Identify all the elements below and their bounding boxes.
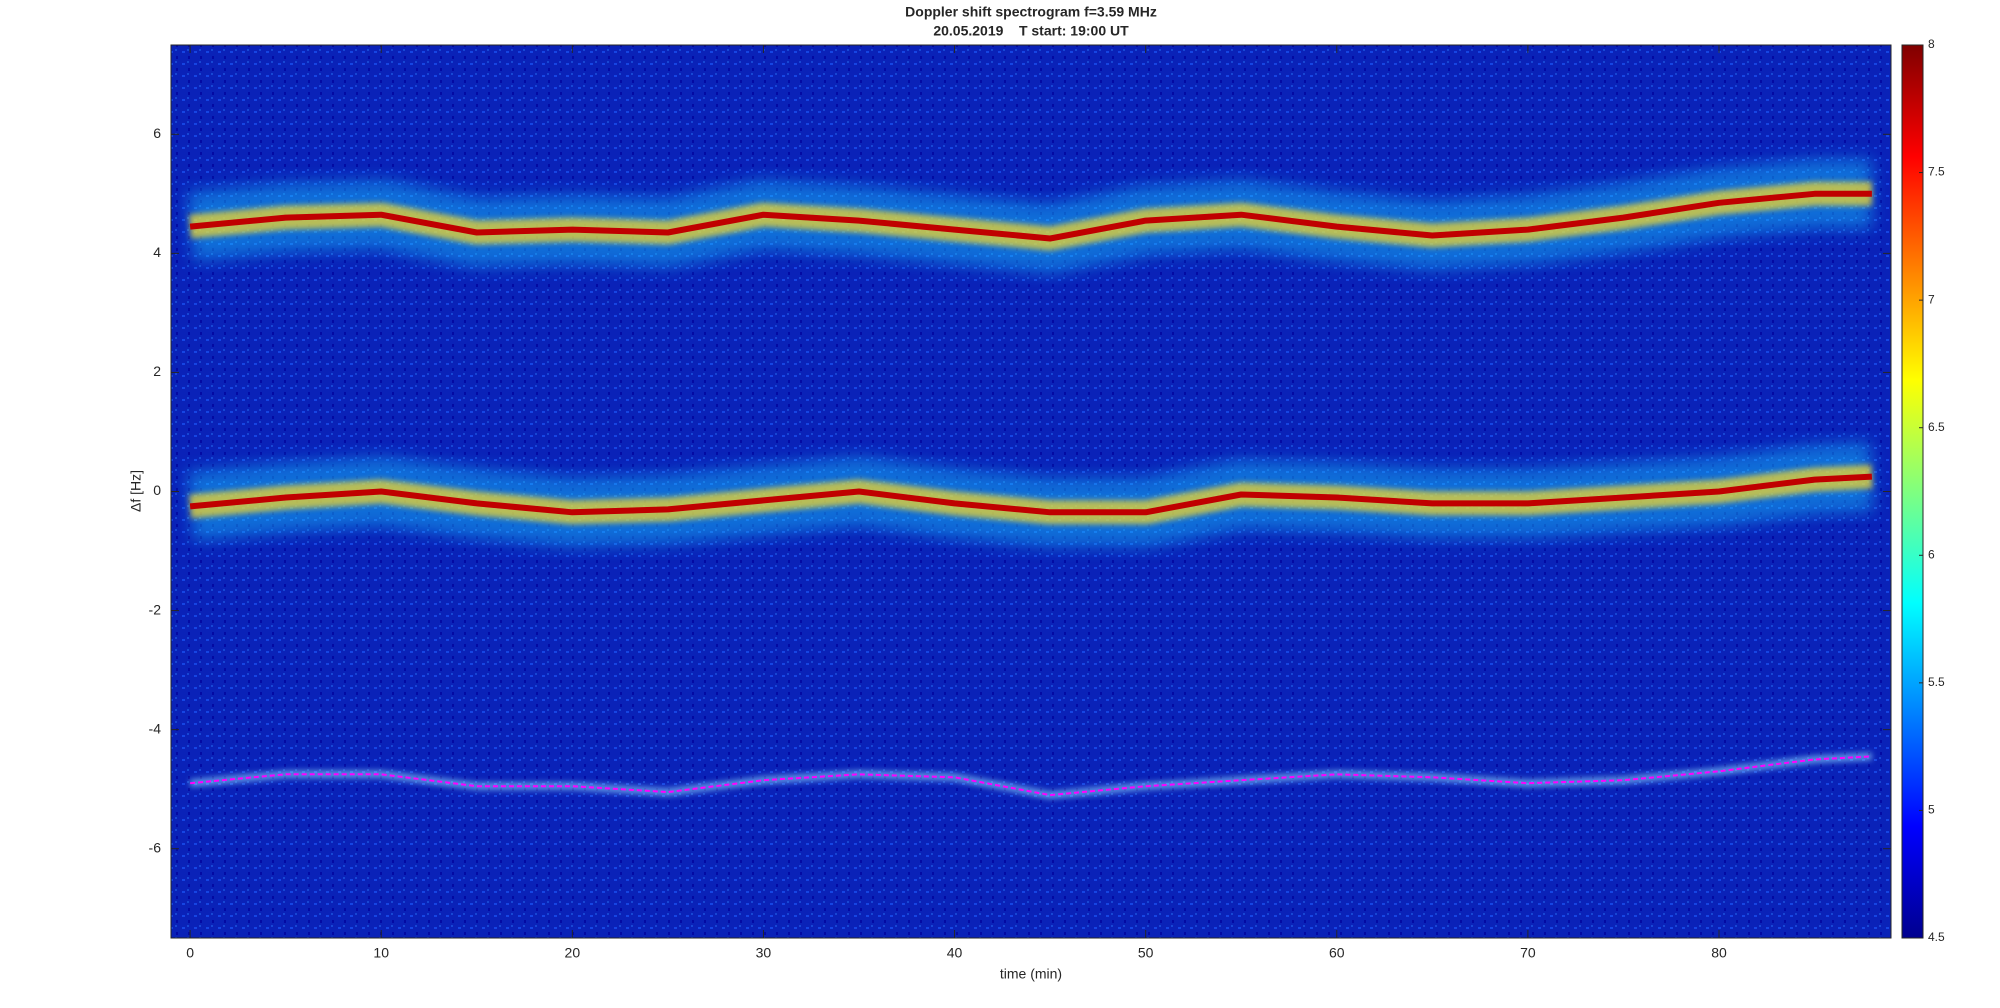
x-tick-label: 30 <box>756 945 772 961</box>
colorbar-tick-label: 7.5 <box>1928 165 1945 179</box>
x-tick-label: 70 <box>1520 945 1536 961</box>
colorbar-tick-label: 6 <box>1928 547 1935 561</box>
y-axis-label: Δf [Hz] <box>128 470 144 512</box>
x-tick-label: 40 <box>947 945 963 961</box>
traces <box>186 158 1874 800</box>
x-axis-label: time (min) <box>1000 966 1062 982</box>
y-tick-label: -4 <box>149 720 162 736</box>
colorbar-tick-label: 7 <box>1928 292 1935 306</box>
y-tick-label: 2 <box>153 363 161 379</box>
colorbar-tick-label: 5.5 <box>1928 675 1945 689</box>
y-tick-label: -6 <box>149 839 162 855</box>
trace-line <box>189 473 1873 516</box>
colorbar-tick-label: 5 <box>1928 803 1935 817</box>
y-tick-label: 0 <box>153 482 161 498</box>
trace-glow <box>189 752 1873 800</box>
colorbar <box>1901 44 1924 939</box>
chart-title: Doppler shift spectrogram f=3.59 MHz <box>905 4 1157 20</box>
colorbar-tick-label: 8 <box>1928 37 1935 51</box>
colorbar-tick-label: 6.5 <box>1928 420 1945 434</box>
x-tick-label: 60 <box>1329 945 1345 961</box>
x-tick-label: 50 <box>1138 945 1154 961</box>
y-tick-label: 4 <box>153 244 161 260</box>
chart-subtitle: 20.05.2019 T start: 19:00 UT <box>933 23 1129 39</box>
y-tick-label: 6 <box>153 125 161 141</box>
y-tick-label: -2 <box>149 601 162 617</box>
colorbar-tick-label: 4.5 <box>1928 930 1945 944</box>
trace-line <box>189 190 1872 242</box>
x-tick-label: 80 <box>1711 945 1727 961</box>
x-tick-label: 0 <box>186 945 194 961</box>
x-tick-label: 10 <box>373 945 389 961</box>
x-tick-label: 20 <box>565 945 581 961</box>
